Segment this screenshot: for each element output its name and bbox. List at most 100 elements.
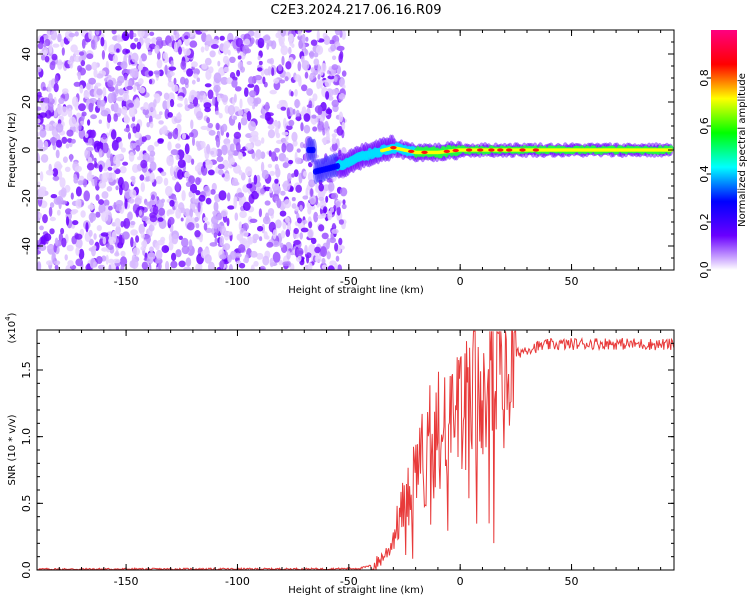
spectrogram-noise-blob: [291, 203, 297, 209]
spectrogram-noise-blob: [252, 233, 260, 241]
spectrogram-noise-blob: [181, 133, 187, 140]
spectrogram-noise-blob: [239, 98, 243, 109]
spectrogram-noise-blob: [243, 257, 249, 263]
spectrogram-noise-blob: [135, 235, 140, 243]
spectrogram-noise-blob: [263, 186, 272, 192]
spectrogram-noise-blob: [248, 90, 257, 98]
spectrogram-noise-blob: [261, 223, 266, 234]
spectrogram-noise-blob: [53, 83, 59, 93]
spectrogram-noise-blob: [308, 179, 316, 188]
spectrogram-noise-blob: [102, 142, 109, 154]
spectrogram-noise-blob: [221, 144, 228, 156]
spectrogram-noise-blob: [288, 159, 294, 165]
spectrogram-noise-blob: [293, 240, 301, 245]
spectrogram-noise-blob: [245, 48, 251, 54]
spectrogram-noise-blob: [254, 139, 262, 147]
spectrogram-noise-blob: [204, 107, 211, 113]
spectrogram-noise-blob: [267, 129, 276, 139]
spectrogram-noise-blob: [335, 255, 340, 262]
spectrogram-noise-blob: [235, 86, 242, 92]
spectrogram-noise-blob: [124, 73, 128, 81]
spectrogram-noise-blob: [321, 232, 329, 240]
spectrogram-noise-blob: [44, 97, 49, 104]
spectrogram-noise-blob: [302, 219, 308, 224]
spectrogram-noise-blob: [46, 260, 54, 266]
spectrogram-noise-blob: [114, 84, 119, 93]
spectrogram-noise-blob: [78, 122, 82, 131]
spectrogram-noise-blob: [304, 244, 308, 255]
spectrogram-noise-blob: [203, 216, 208, 222]
spectrogram-noise-blob: [74, 233, 83, 240]
spectrogram-noise-blob: [280, 106, 287, 111]
spectrogram-noise-blob: [42, 86, 47, 91]
spectrogram-noise-blob: [37, 118, 41, 124]
spectrogram-noise-blob: [111, 172, 116, 180]
spectrogram-noise-blob: [109, 153, 114, 164]
spectrogram-noise-blob: [317, 121, 325, 131]
spectrogram-noise-blob: [152, 205, 159, 215]
spectrogram-noise-blob: [316, 79, 321, 90]
colorbar-tick-label: 0.6: [698, 117, 711, 135]
spectrogram-noise-blob: [108, 86, 115, 92]
spectrogram-noise-blob: [318, 183, 325, 192]
spectrogram-noise-blob: [332, 223, 336, 228]
spectrogram-noise-blob: [116, 96, 124, 102]
spectrogram-noise-blob: [95, 194, 100, 201]
spectrogram-noise-blob: [201, 63, 208, 70]
spectrogram-noise-blob: [148, 102, 156, 112]
signal-peak: [421, 150, 428, 154]
spectrogram-noise-blob: [260, 188, 265, 195]
spectrogram-noise-blob: [73, 81, 81, 87]
spectrogram-noise-blob: [37, 240, 40, 245]
spectrogram-noise-blob: [294, 74, 302, 82]
spectrogram-noise-blob: [251, 190, 259, 200]
spectrogram-noise-blob: [98, 119, 103, 124]
spectrogram-noise-blob: [149, 215, 158, 223]
spectrogram-noise-blob: [54, 237, 59, 247]
spectrogram-ticks: -150 -100 -50 0 50 -40 -20 0 20 40: [20, 29, 674, 288]
spectrogram-noise-blob: [282, 162, 289, 169]
spectrogram-noise-blob: [99, 99, 106, 107]
spectrogram-noise-blob: [171, 84, 179, 92]
spectrogram-noise-blob: [135, 97, 140, 107]
spectrogram-noise-blob: [50, 60, 56, 66]
spectrogram-noise-blob: [269, 187, 273, 194]
spectrogram-noise-blob: [309, 50, 315, 59]
spectrogram-noise-blob: [294, 89, 298, 97]
spectrogram-noise-blob: [200, 30, 209, 33]
spectrogram-noise-blob: [291, 131, 298, 142]
spectrogram-noise-blob: [331, 192, 339, 200]
spectrogram-noise-blob: [147, 144, 155, 153]
spectrogram-noise-blob: [319, 68, 324, 76]
snr-y-axis-title: SNR (10 * v/v): [7, 414, 18, 485]
spectrogram-noise-blob: [114, 217, 121, 228]
spectrogram-noise-blob: [242, 230, 249, 237]
spectrogram-noise-blob: [191, 158, 195, 165]
spectrogram-noise-blob: [215, 137, 221, 148]
spectrogram-noise-blob: [313, 64, 319, 70]
spectrogram-noise-blob: [322, 184, 330, 192]
spectrogram-noise-blob: [334, 262, 338, 270]
spectrogram-noise-blob: [88, 30, 93, 40]
spectrogram-noise-blob: [166, 99, 171, 110]
spectrogram-noise-blob: [48, 125, 53, 132]
spectrogram-noise-blob: [264, 200, 271, 206]
spectrogram-noise-blob: [331, 133, 337, 138]
spectrogram-noise-blob: [324, 78, 332, 88]
spectrogram-noise-blob: [236, 69, 241, 77]
spectrogram-noise-blob: [82, 178, 88, 188]
spectrogram-noise-blob: [157, 138, 164, 144]
spectrogram-noise-blob: [297, 61, 302, 72]
spectrogram-noise-blob: [327, 95, 334, 101]
spectrogram-noise-blob: [101, 211, 109, 223]
spectrogram-noise-blob: [314, 105, 323, 114]
spectrogram-noise-blob: [102, 134, 107, 140]
spectrogram-noise-blob: [212, 96, 216, 106]
spectrogram-noise-blob: [105, 171, 110, 178]
spectrogram-noise-blob: [175, 154, 180, 161]
colorbar-ticks: 0.0 0.2 0.4 0.6 0.8: [698, 69, 711, 279]
spectrogram-noise-blob: [237, 151, 243, 160]
spectrogram-noise-blob: [275, 219, 282, 229]
spectrogram-noise-blob: [184, 143, 190, 155]
spectrogram-noise-blob: [184, 171, 190, 178]
